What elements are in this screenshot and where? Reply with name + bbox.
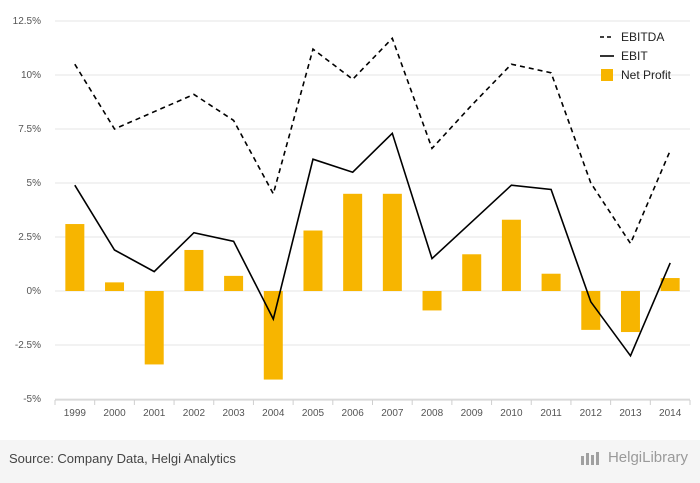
net-profit-bar xyxy=(184,249,204,291)
net-profit-bar xyxy=(343,193,363,291)
net-profit-bar xyxy=(581,291,601,330)
net-profit-bar xyxy=(144,291,164,365)
y-tick-label: 12.5% xyxy=(13,16,41,27)
footer: Source: Company Data, Helgi Analytics He… xyxy=(0,440,700,483)
ebitda-line xyxy=(74,36,671,246)
legend-swatch xyxy=(601,69,613,81)
x-tick-label: 2009 xyxy=(461,408,484,419)
legend-label: Net Profit xyxy=(621,68,672,82)
x-tick-label: 2001 xyxy=(143,408,166,419)
net-profit-bar xyxy=(105,282,125,291)
net-profit-bar xyxy=(224,275,244,291)
net-profit-bar xyxy=(65,224,85,291)
net-profit-bars xyxy=(65,193,680,380)
net-profit-bar xyxy=(620,291,640,333)
x-tick-label: 2012 xyxy=(580,408,603,419)
x-tick-label: 1999 xyxy=(64,408,87,419)
net-profit-bar xyxy=(422,291,442,311)
legend-label: EBIT xyxy=(621,49,648,63)
x-tick-label: 2014 xyxy=(659,408,682,419)
net-profit-bar xyxy=(382,193,402,291)
x-tick-label: 2005 xyxy=(302,408,325,419)
x-tick-label: 2011 xyxy=(540,408,562,419)
net-profit-bar xyxy=(462,254,482,291)
x-tick-label: 2000 xyxy=(103,408,126,419)
y-axis-ticks: -5% -2.5% 0% 2.5% 5% 7.5% 10% 12.5% xyxy=(13,16,41,405)
library-logo-icon xyxy=(580,451,599,465)
source-note: Source: Company Data, Helgi Analytics xyxy=(9,451,236,466)
net-profit-bar xyxy=(660,278,680,291)
x-axis: 1999 2000 2001 2002 2003 2004 2005 2006 2007 2008… xyxy=(54,399,691,419)
brand-name: HelgiLibrary xyxy=(607,449,688,466)
brand[interactable]: HelgiLibrary xyxy=(580,449,688,466)
net-profit-bar xyxy=(303,230,323,291)
y-tick-label: 2.5% xyxy=(18,232,41,243)
line-series xyxy=(74,36,671,358)
x-tick-label: 2002 xyxy=(183,408,206,419)
x-tick-label: 2008 xyxy=(421,408,444,419)
y-tick-label: -5% xyxy=(23,394,41,405)
legend-label: EBITDA xyxy=(621,30,664,44)
combo-chart: -5% -2.5% 0% 2.5% 5% 7.5% 10% 12.5% 1999 2000 200… xyxy=(13,16,691,419)
x-tick-label: 2006 xyxy=(342,408,365,419)
x-tick-label: 2004 xyxy=(262,408,285,419)
net-profit-bar xyxy=(541,273,561,291)
y-tick-label: 0% xyxy=(27,286,42,297)
x-tick-label: 2007 xyxy=(381,408,404,419)
y-tick-label: 10% xyxy=(21,70,41,81)
y-tick-label: 7.5% xyxy=(18,124,41,135)
x-tick-label: 2013 xyxy=(619,408,642,419)
net-profit-bar xyxy=(501,219,521,291)
x-tick-label: 2003 xyxy=(222,408,245,419)
y-tick-label: 5% xyxy=(27,178,42,189)
ebit-line xyxy=(74,131,671,358)
legend: EBITDA EBIT Net Profit xyxy=(600,30,672,82)
y-tick-label: -2.5% xyxy=(15,340,41,351)
net-profit-bar xyxy=(263,291,283,380)
x-tick-label: 2010 xyxy=(500,408,523,419)
